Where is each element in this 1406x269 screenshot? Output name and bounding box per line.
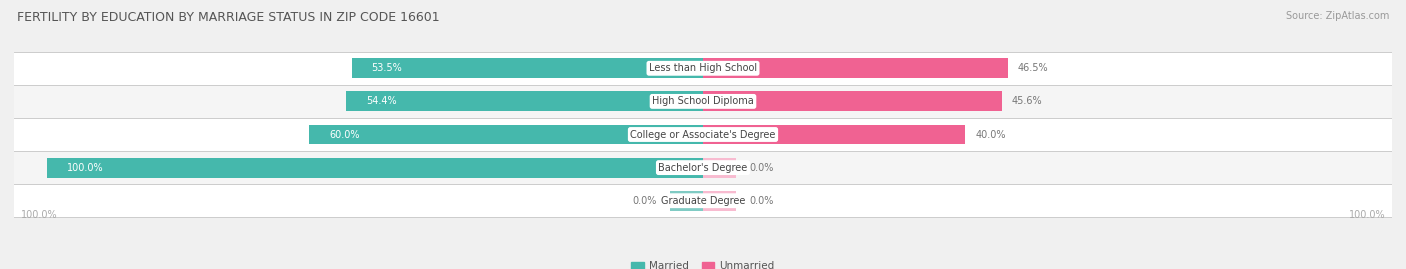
Bar bbox=[14, 184, 1392, 217]
Text: FERTILITY BY EDUCATION BY MARRIAGE STATUS IN ZIP CODE 16601: FERTILITY BY EDUCATION BY MARRIAGE STATU… bbox=[17, 11, 440, 24]
Text: Source: ZipAtlas.com: Source: ZipAtlas.com bbox=[1285, 11, 1389, 21]
Legend: Married, Unmarried: Married, Unmarried bbox=[627, 257, 779, 269]
Text: Graduate Degree: Graduate Degree bbox=[661, 196, 745, 206]
Bar bbox=[703, 58, 1008, 78]
Text: High School Diploma: High School Diploma bbox=[652, 96, 754, 107]
Bar bbox=[346, 91, 703, 111]
Text: 100.0%: 100.0% bbox=[1348, 210, 1385, 220]
Text: 45.6%: 45.6% bbox=[1012, 96, 1043, 107]
Bar bbox=[14, 52, 1392, 85]
Bar bbox=[14, 151, 1392, 184]
Text: 100.0%: 100.0% bbox=[66, 162, 103, 173]
Bar bbox=[703, 191, 735, 211]
Text: 60.0%: 60.0% bbox=[329, 129, 360, 140]
Bar bbox=[14, 118, 1392, 151]
Text: 53.5%: 53.5% bbox=[371, 63, 402, 73]
Bar bbox=[46, 158, 703, 178]
Text: Less than High School: Less than High School bbox=[650, 63, 756, 73]
Text: 100.0%: 100.0% bbox=[21, 210, 58, 220]
Bar bbox=[309, 125, 703, 144]
Bar bbox=[703, 158, 735, 178]
Bar bbox=[671, 191, 703, 211]
Bar bbox=[14, 85, 1392, 118]
Bar bbox=[703, 91, 1002, 111]
Text: 46.5%: 46.5% bbox=[1018, 63, 1049, 73]
Bar bbox=[352, 58, 703, 78]
Bar bbox=[703, 125, 966, 144]
Text: College or Associate's Degree: College or Associate's Degree bbox=[630, 129, 776, 140]
Text: 40.0%: 40.0% bbox=[976, 129, 1005, 140]
Text: 0.0%: 0.0% bbox=[749, 162, 773, 173]
Text: 0.0%: 0.0% bbox=[633, 196, 657, 206]
Text: 54.4%: 54.4% bbox=[366, 96, 396, 107]
Text: 0.0%: 0.0% bbox=[749, 196, 773, 206]
Text: Bachelor's Degree: Bachelor's Degree bbox=[658, 162, 748, 173]
